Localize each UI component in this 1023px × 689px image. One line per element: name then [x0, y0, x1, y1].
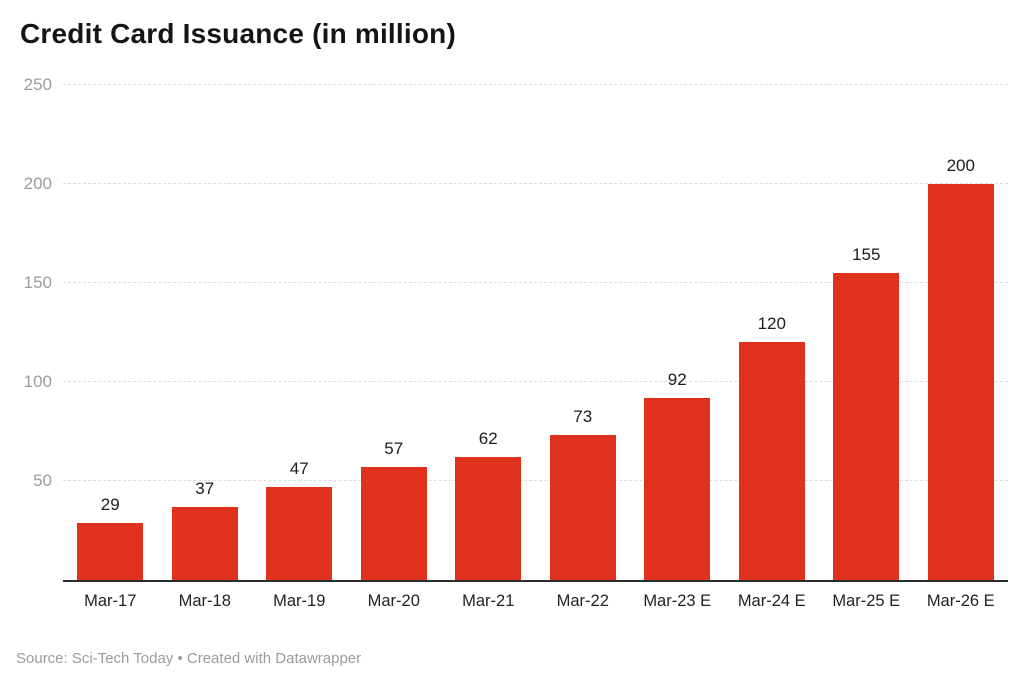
bar-value-label: 92	[667, 369, 687, 389]
y-axis-tick-label: 50	[33, 471, 52, 490]
bar-column: 73 Mar-22	[536, 85, 631, 610]
bar-column: 37 Mar-18	[158, 85, 253, 610]
bar-value-label: 73	[573, 407, 593, 427]
bar-column: 57 Mar-20	[347, 85, 442, 610]
bar-value-label: 155	[852, 245, 881, 265]
gridline	[63, 480, 1008, 481]
bar	[644, 397, 711, 580]
bar-value-label: 47	[289, 458, 309, 478]
y-axis-tick-label: 150	[23, 273, 52, 292]
bar	[738, 342, 805, 580]
bar-value-label: 120	[757, 314, 786, 334]
x-axis-label: Mar-17	[84, 592, 137, 610]
y-axis-tick-label: 250	[23, 75, 52, 94]
bar-value-label: 200	[946, 156, 975, 175]
plot-area: 29 Mar-17 37 Mar-18 47 Mar-19 57 Mar-20 62 Mar-21…	[63, 84, 1009, 610]
bar-column: 200 Mar-26 E	[914, 85, 1009, 610]
bar	[77, 522, 144, 580]
bar	[927, 184, 994, 580]
bar	[455, 457, 522, 580]
gridline	[63, 183, 1008, 184]
x-axis-label: Mar-25 E	[832, 592, 901, 610]
bar	[266, 486, 333, 580]
bar	[549, 435, 616, 580]
x-axis-label: Mar-21	[462, 592, 515, 610]
bar-value-label: 29	[100, 494, 120, 514]
gridline	[63, 84, 1008, 85]
bar	[360, 467, 427, 580]
bar-value-label: 37	[195, 478, 215, 498]
bar	[171, 506, 238, 580]
bar-column: 62 Mar-21	[441, 85, 536, 610]
x-axis-label: Mar-24 E	[737, 592, 806, 610]
chart-title: Credit Card Issuance (in million)	[20, 18, 457, 49]
bar-column: 47 Mar-19	[252, 85, 347, 610]
y-axis-tick-label: 100	[23, 372, 52, 391]
x-axis-label: Mar-18	[178, 592, 231, 610]
gridline	[63, 381, 1008, 382]
x-axis-label: Mar-19	[273, 592, 326, 610]
x-axis-label: Mar-23 E	[643, 592, 712, 610]
bar	[833, 273, 900, 580]
bar-value-label: 57	[384, 439, 404, 459]
bar-column: 155 Mar-25 E	[819, 85, 914, 610]
gridline	[63, 282, 1008, 283]
x-axis-label: Mar-20	[367, 592, 420, 610]
y-axis-tick-label: 200	[23, 174, 52, 193]
source-note: Source: Sci-Tech Today • Created with Da…	[16, 650, 362, 667]
x-axis-label: Mar-26 E	[926, 592, 995, 610]
bar-column: 29 Mar-17	[63, 85, 158, 610]
x-axis-label: Mar-22	[556, 592, 609, 610]
bar-column: 120 Mar-24 E	[725, 85, 820, 610]
bar-column: 92 Mar-23 E	[630, 85, 725, 610]
bar-value-label: 62	[478, 429, 498, 449]
